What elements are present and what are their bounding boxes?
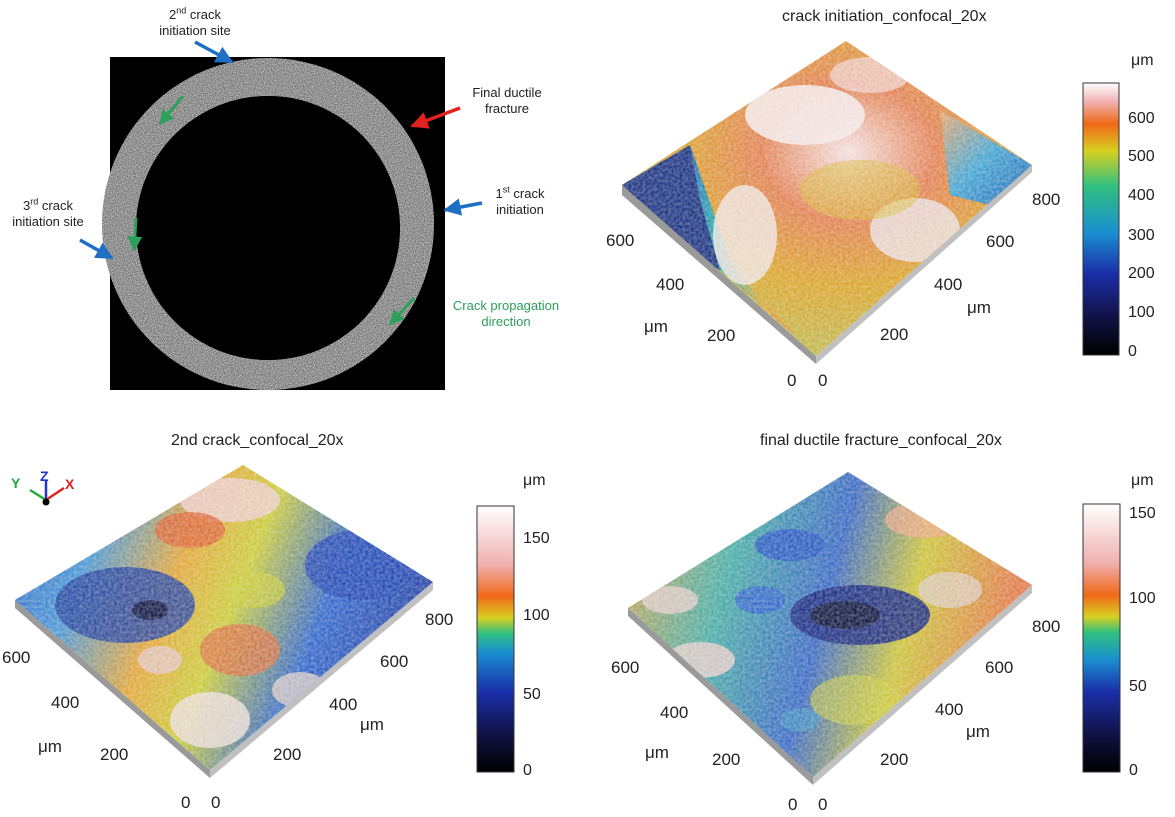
y-tick-label: 600	[611, 658, 640, 677]
arrow-final-ductile	[410, 106, 461, 129]
colorbar-tick-label: 100	[1129, 590, 1156, 607]
y-tick-label: 200	[100, 745, 129, 764]
x-tick-label: 600	[986, 232, 1015, 251]
x-tick-label: 0	[818, 795, 828, 814]
colorbar-tick-label: 300	[1128, 227, 1155, 244]
x-tick-label: 400	[329, 695, 358, 714]
triad-x-label: X	[65, 476, 75, 492]
colorbar-tick-label: 0	[1129, 762, 1138, 779]
panel-title: final ductile fracture_confocal_20x	[760, 432, 1002, 449]
side-wall-left	[622, 185, 816, 364]
arrow-propagation-l	[127, 217, 143, 252]
colorbar-tick-label: 500	[1128, 148, 1155, 165]
panel-title: crack initiation_confocal_20x	[782, 8, 987, 25]
side-wall-left	[628, 608, 813, 785]
annotation-final-ductile: Final ductile fracture	[472, 85, 542, 116]
colorbar-tick-label: 150	[523, 530, 550, 547]
arrow-propagation-ul	[158, 95, 185, 126]
colorbar-tick-label: 150	[1129, 505, 1156, 522]
triad-y-label: Y	[11, 475, 21, 491]
x-tick-label: 400	[935, 700, 964, 719]
colorbar-tick-label: 600	[1128, 110, 1155, 127]
annotation-3rd-crack: 3rd crack initiation site	[12, 196, 84, 229]
colorbar	[476, 505, 515, 773]
arrow-3rd-crack	[79, 238, 114, 260]
y-tick-label: 0	[787, 371, 797, 390]
colorbar-tick-label: 400	[1128, 187, 1155, 204]
colorbar	[1082, 82, 1120, 356]
colorbar-unit: μm	[1131, 472, 1154, 489]
x-tick-label: 0	[818, 371, 828, 390]
colorbar-tick-label: 0	[523, 762, 532, 779]
y-tick-label: 400	[660, 703, 689, 722]
x-tick-label: 0	[211, 793, 221, 812]
triad-z-label: Z	[40, 468, 49, 484]
side-wall-right	[813, 585, 1032, 785]
y-tick-label: 400	[51, 693, 80, 712]
x-tick-label: 800	[1032, 190, 1061, 209]
annotation-propagation: Crack propagation direction	[452, 298, 560, 329]
x-tick-label: 800	[1032, 617, 1061, 636]
y-tick-label: 200	[712, 750, 741, 769]
colorbar-tick-label: 50	[1129, 678, 1147, 695]
x-axis-unit: μm	[966, 722, 990, 741]
x-tick-label: 600	[380, 652, 409, 671]
x-axis-unit: μm	[360, 715, 384, 734]
y-tick-label: 0	[788, 795, 798, 814]
y-axis-unit: μm	[38, 737, 62, 756]
colorbar-unit: μm	[523, 472, 546, 489]
x-tick-label: 200	[880, 325, 909, 344]
arrow-1st-crack	[443, 198, 483, 216]
y-axis-unit: μm	[644, 317, 668, 336]
arrow-propagation-lr	[388, 296, 416, 326]
colorbar	[1082, 503, 1121, 773]
x-tick-label: 400	[934, 275, 963, 294]
arrow-2nd-crack	[194, 40, 234, 64]
colorbar-tick-label: 0	[1128, 343, 1137, 360]
x-tick-label: 200	[273, 745, 302, 764]
side-wall-right	[210, 582, 433, 778]
colorbar-tick-label: 200	[1128, 265, 1155, 282]
x-tick-label: 600	[985, 658, 1014, 677]
y-tick-label: 600	[606, 231, 635, 250]
y-tick-label: 400	[656, 275, 685, 294]
y-axis-unit: μm	[645, 743, 669, 762]
y-tick-label: 0	[181, 793, 191, 812]
x-tick-label: 200	[880, 750, 909, 769]
panel-title: 2nd crack_confocal_20x	[171, 432, 344, 449]
annotation-2nd-crack: 2nd crack initiation site	[159, 5, 231, 38]
y-tick-label: 200	[707, 326, 736, 345]
colorbar-tick-label: 50	[523, 686, 541, 703]
axis-triad	[29, 480, 65, 506]
side-wall-left	[15, 600, 210, 778]
x-tick-label: 800	[425, 610, 454, 629]
x-axis-unit: μm	[967, 298, 991, 317]
colorbar-unit: μm	[1131, 52, 1154, 69]
annotation-1st-crack: 1st crack initiation	[495, 184, 545, 217]
colorbar-tick-label: 100	[523, 607, 550, 624]
side-wall-right	[816, 165, 1032, 364]
colorbar-tick-label: 100	[1128, 304, 1155, 321]
y-tick-label: 600	[2, 648, 31, 667]
